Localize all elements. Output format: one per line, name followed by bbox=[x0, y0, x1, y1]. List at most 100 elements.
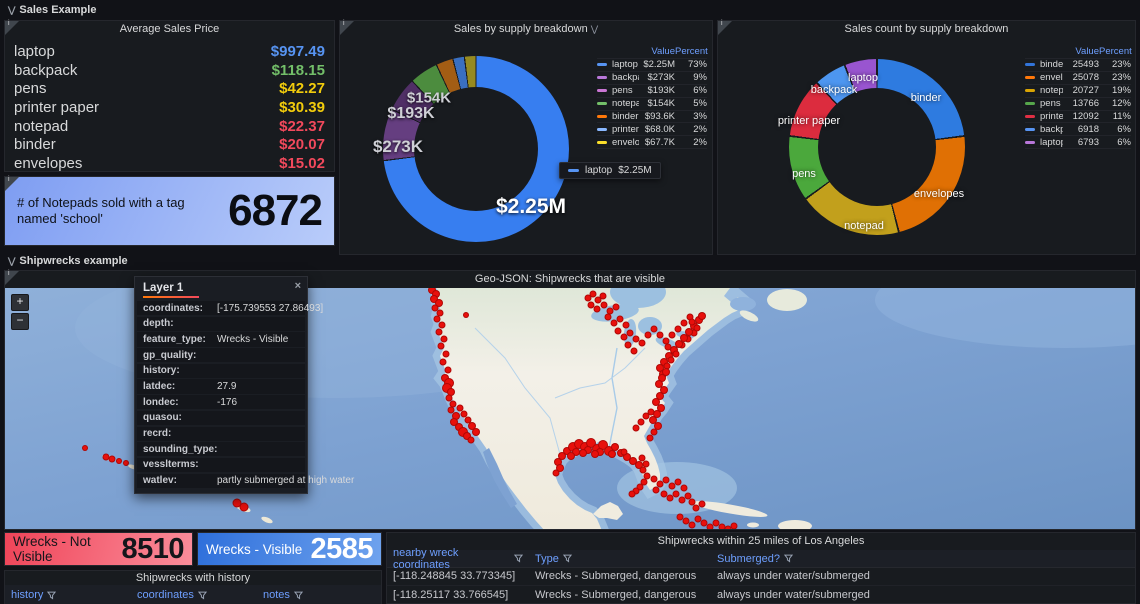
legend-item[interactable]: laptop $2.25M 73% bbox=[597, 59, 707, 72]
sales-breakdown-donut[interactable] bbox=[383, 56, 569, 242]
panel-info-icon[interactable]: i bbox=[5, 20, 19, 35]
shipwreck-marker[interactable] bbox=[604, 313, 612, 321]
shipwreck-marker[interactable] bbox=[431, 304, 439, 312]
shipwreck-marker[interactable] bbox=[674, 325, 682, 333]
zoom-out-button[interactable]: − bbox=[11, 313, 29, 330]
shipwreck-marker[interactable] bbox=[674, 478, 682, 486]
shipwreck-marker[interactable] bbox=[552, 469, 560, 477]
shipwreck-marker[interactable] bbox=[688, 498, 696, 506]
shipwreck-marker[interactable] bbox=[637, 418, 645, 426]
shipwreck-marker[interactable] bbox=[108, 455, 116, 463]
panel-title[interactable]: Average Sales Price bbox=[119, 23, 220, 35]
panel-info-icon[interactable]: i bbox=[5, 176, 19, 191]
shipwreck-marker[interactable] bbox=[467, 436, 475, 444]
shipwreck-marker[interactable] bbox=[599, 292, 607, 300]
shipwreck-marker[interactable] bbox=[239, 502, 249, 512]
section-shipwrecks-example[interactable]: ⋁ Shipwrecks example bbox=[8, 255, 128, 267]
column-header-nearby-wreck-coordinates[interactable]: nearby wreck coordinates bbox=[387, 547, 529, 571]
shipwreck-marker[interactable] bbox=[672, 350, 680, 358]
shipwreck-marker[interactable] bbox=[437, 342, 445, 350]
shipwreck-marker[interactable] bbox=[608, 450, 616, 458]
shipwreck-marker[interactable] bbox=[656, 392, 664, 400]
shipwreck-marker[interactable] bbox=[438, 321, 446, 329]
shipwreck-marker[interactable] bbox=[712, 519, 720, 527]
shipwreck-marker[interactable] bbox=[676, 513, 684, 521]
legend-item[interactable]: notepad $154K 5% bbox=[597, 98, 707, 111]
shipwreck-marker[interactable] bbox=[700, 519, 708, 527]
column-header-type[interactable]: Type bbox=[529, 550, 711, 567]
panel-title[interactable]: Geo-JSON: Shipwrecks that are visible bbox=[474, 273, 666, 285]
shipwreck-marker[interactable] bbox=[680, 484, 688, 492]
shipwreck-marker[interactable] bbox=[620, 448, 628, 456]
shipwreck-marker[interactable] bbox=[654, 422, 662, 430]
shipwreck-marker[interactable] bbox=[593, 305, 601, 313]
panel-info-icon[interactable]: i bbox=[718, 20, 732, 35]
legend-col-value[interactable]: Value bbox=[1075, 46, 1099, 57]
shipwreck-marker[interactable] bbox=[652, 398, 660, 406]
shipwreck-marker[interactable] bbox=[646, 434, 654, 442]
shipwreck-marker[interactable] bbox=[436, 309, 444, 317]
legend-col-value[interactable]: Value bbox=[651, 46, 675, 57]
shipwreck-marker[interactable] bbox=[442, 350, 450, 358]
shipwreck-marker[interactable] bbox=[650, 325, 658, 333]
close-icon[interactable]: × bbox=[294, 280, 301, 292]
shipwreck-marker[interactable] bbox=[622, 321, 630, 329]
filter-icon[interactable] bbox=[514, 554, 523, 563]
legend-item[interactable]: pens $193K 6% bbox=[597, 85, 707, 98]
shipwreck-marker[interactable] bbox=[567, 452, 575, 460]
shipwreck-marker[interactable] bbox=[678, 496, 686, 504]
shipwreck-marker[interactable] bbox=[680, 334, 688, 342]
shipwreck-marker[interactable] bbox=[450, 418, 458, 426]
shipwreck-marker[interactable] bbox=[639, 466, 647, 474]
shipwreck-marker[interactable] bbox=[612, 303, 620, 311]
shipwreck-marker[interactable] bbox=[447, 406, 455, 414]
shipwreck-marker[interactable] bbox=[694, 515, 702, 523]
legend-item[interactable]: printer paper $68.0K 2% bbox=[597, 123, 707, 137]
legend-item[interactable]: printer paper 12092 11% bbox=[1025, 111, 1131, 124]
shipwreck-marker[interactable] bbox=[460, 410, 468, 418]
shipwreck-marker[interactable] bbox=[660, 490, 668, 498]
shipwreck-marker[interactable] bbox=[662, 368, 670, 376]
legend-item[interactable]: envelopes 25078 23% bbox=[1025, 72, 1131, 85]
shipwreck-marker[interactable] bbox=[610, 319, 618, 327]
shipwreck-marker[interactable] bbox=[650, 428, 658, 436]
panel-info-icon[interactable]: i bbox=[340, 20, 354, 35]
shipwreck-marker[interactable] bbox=[655, 380, 663, 388]
legend-item[interactable]: laptop 6793 6% bbox=[1025, 136, 1131, 150]
legend-item[interactable]: binder $93.6K 3% bbox=[597, 111, 707, 124]
shipwreck-marker[interactable] bbox=[656, 331, 664, 339]
shipwreck-marker[interactable] bbox=[642, 460, 650, 468]
filter-icon[interactable] bbox=[293, 591, 303, 600]
shipwreck-marker[interactable] bbox=[649, 416, 657, 424]
legend-item[interactable]: envelopes $67.7K 2% bbox=[597, 136, 707, 150]
filter-icon[interactable] bbox=[784, 554, 793, 563]
table-title[interactable]: Shipwrecks with history bbox=[135, 572, 251, 584]
shipwreck-marker[interactable] bbox=[123, 460, 129, 466]
legend-item[interactable]: notepad 20727 19% bbox=[1025, 85, 1131, 98]
shipwreck-marker[interactable] bbox=[668, 331, 676, 339]
table-row[interactable]: [-118.248845 33.773345] Wrecks - Submerge… bbox=[387, 567, 1135, 586]
shipwreck-marker[interactable] bbox=[463, 432, 471, 440]
shipwreck-marker[interactable] bbox=[698, 500, 706, 508]
shipwreck-marker[interactable] bbox=[668, 482, 676, 490]
shipwreck-marker[interactable] bbox=[116, 458, 122, 464]
shipwreck-marker[interactable] bbox=[692, 504, 700, 512]
shipwreck-marker[interactable] bbox=[688, 318, 696, 326]
shipwreck-marker[interactable] bbox=[620, 333, 628, 341]
shipwreck-marker[interactable] bbox=[624, 341, 632, 349]
shipwreck-marker[interactable] bbox=[642, 412, 650, 420]
shipwreck-marker[interactable] bbox=[667, 356, 675, 364]
shipwreck-marker[interactable] bbox=[666, 494, 674, 502]
shipwreck-marker[interactable] bbox=[647, 408, 655, 416]
legend-item[interactable]: binder 25493 23% bbox=[1025, 59, 1131, 72]
column-header-history[interactable]: history bbox=[5, 585, 131, 604]
shipwreck-marker[interactable] bbox=[672, 490, 680, 498]
shipwreck-marker[interactable] bbox=[444, 366, 452, 374]
shipwreck-marker[interactable] bbox=[643, 472, 651, 480]
shipwreck-marker[interactable] bbox=[558, 452, 566, 460]
shipwreck-marker[interactable] bbox=[440, 335, 448, 343]
shipwreck-marker[interactable] bbox=[640, 478, 648, 486]
filter-icon[interactable] bbox=[197, 591, 207, 600]
shipwreck-marker[interactable] bbox=[456, 404, 464, 412]
legend-item[interactable]: pens 13766 12% bbox=[1025, 98, 1131, 111]
